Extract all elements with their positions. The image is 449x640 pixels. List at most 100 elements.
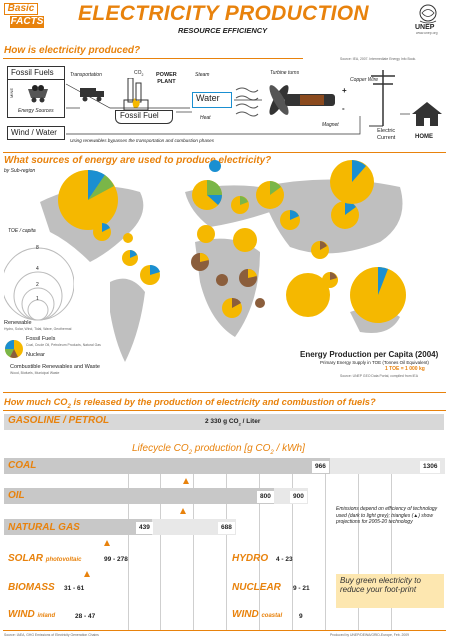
gasoline-value: 2 330 g CO2 / Liter bbox=[205, 418, 261, 427]
legend-pie-icon bbox=[5, 340, 23, 358]
process-arrows bbox=[65, 83, 410, 135]
pie-australia bbox=[350, 267, 406, 323]
gas-min: 439 bbox=[136, 522, 153, 534]
oil-max: 900 bbox=[290, 491, 307, 503]
scale-8: 8 bbox=[36, 245, 39, 251]
biomass-label: BIOMASS bbox=[8, 582, 55, 593]
solar-value: 99 - 278 bbox=[104, 556, 128, 563]
pie-north-america bbox=[58, 169, 118, 230]
legend-nuclear: Nuclear bbox=[26, 352, 45, 358]
turbine-turns-label: Turbine turns bbox=[270, 70, 300, 76]
copper-wire-label: Copper Wire bbox=[350, 77, 379, 83]
scale-1: 1 bbox=[36, 296, 39, 302]
energy-pies bbox=[58, 160, 406, 323]
wind-inland-value: 28 - 47 bbox=[75, 613, 96, 620]
legend-fossil: Fossil Fuels bbox=[26, 336, 56, 342]
pie-central-africa bbox=[216, 274, 228, 286]
pie-southern-africa bbox=[222, 297, 242, 318]
energy-unit: 1 TOE = 1 000 kg bbox=[385, 366, 425, 372]
home-label: HOME bbox=[415, 134, 433, 140]
wind-water-box: Wind / Water bbox=[7, 126, 65, 140]
hydro-label: HYDRO bbox=[232, 553, 269, 564]
gas-max: 688 bbox=[218, 522, 235, 534]
power-plant-label: POWER PLANT bbox=[156, 72, 177, 85]
pie-caribbean bbox=[123, 233, 133, 243]
pie-central-europe bbox=[231, 196, 249, 214]
minus-sign: - bbox=[342, 104, 345, 113]
legend-renewable-sub: Hydro, Solar, Wind, Tidal, Wave, Geother… bbox=[4, 327, 72, 331]
nuclear-value: 9 - 21 bbox=[293, 585, 310, 592]
oil-bar-min bbox=[4, 488, 275, 504]
scale-2: 2 bbox=[36, 282, 39, 288]
efficiency-note: Emissions depend on efficiency of techno… bbox=[336, 506, 438, 525]
coal-label: COAL bbox=[8, 460, 37, 471]
home-icon bbox=[410, 100, 444, 133]
energy-title: Energy Production per Capita (2004) bbox=[300, 350, 439, 359]
natural-gas-bar-min bbox=[4, 519, 153, 535]
fossil-fuel-box: Fossil Fuel bbox=[115, 110, 173, 124]
legend-fossil-sub: Coal, Crude Oil, Petroleum Products, Nat… bbox=[26, 343, 101, 347]
scale-circles bbox=[4, 247, 74, 321]
footer-left: Source: IAEA, GHG Emissions of Electrici… bbox=[4, 633, 99, 637]
pie-west-africa bbox=[191, 252, 209, 271]
coal-cart-icon bbox=[26, 85, 50, 105]
gas-projection-marker bbox=[104, 540, 110, 546]
nuclear-label: NUCLEAR bbox=[232, 582, 281, 593]
pie-western-europe bbox=[192, 180, 222, 210]
coal-projection-marker bbox=[183, 478, 189, 484]
solar-label: SOLAR photovoltaic bbox=[8, 553, 82, 564]
pie-eastern-europe bbox=[256, 181, 284, 209]
power-line-icon bbox=[365, 66, 401, 133]
pie-south-america bbox=[140, 264, 160, 285]
pie-andean bbox=[122, 250, 138, 266]
plus-sign: + bbox=[342, 86, 347, 95]
hydro-value: 4 - 23 bbox=[276, 556, 293, 563]
pie-west-europe-big bbox=[286, 273, 330, 317]
energy-source: Source: UNEP GEO Data Portal, compiled f… bbox=[340, 374, 418, 378]
legend-renewable: Renewable bbox=[4, 320, 32, 326]
gasoline-bar bbox=[4, 414, 444, 430]
legend-combustible-sub: Wood, Biofuels, Municipal Waste bbox=[10, 371, 60, 375]
basic-facts-badge: Basic FACTS bbox=[4, 3, 44, 29]
basic-label: Basic bbox=[4, 3, 38, 15]
scale-4: 4 bbox=[36, 266, 39, 272]
turbine-icon bbox=[265, 80, 355, 125]
natural-gas-label: NATURAL GAS bbox=[8, 522, 80, 533]
truck-icon bbox=[80, 86, 106, 107]
coal-max: 1306 bbox=[420, 461, 441, 473]
unep-logo-icon bbox=[414, 3, 442, 27]
co2-label: CO2 bbox=[134, 70, 144, 77]
unep-url: www.unep.org bbox=[416, 31, 438, 35]
page-title: ELECTRICITY PRODUCTION bbox=[78, 2, 369, 25]
section2-heading: What sources of energy are used to produ… bbox=[4, 155, 272, 166]
steam-waves-icon bbox=[234, 84, 260, 123]
wind-coastal-label: WIND coastal bbox=[232, 609, 283, 620]
steam-label: Steam bbox=[195, 72, 210, 78]
pie-central-asia bbox=[280, 210, 300, 230]
oil-label: OIL bbox=[8, 490, 25, 501]
mine-box: MINE Energy Sources bbox=[7, 80, 65, 118]
pie-western-indian-ocean bbox=[255, 298, 265, 308]
pie-south-asia bbox=[311, 241, 329, 259]
energy-sources-label: Energy Sources bbox=[18, 108, 54, 114]
pie-meso-america bbox=[93, 223, 111, 241]
coal-min: 966 bbox=[312, 461, 329, 473]
renewables-note: Using renewables bypasses the transporta… bbox=[70, 138, 215, 143]
oil-min: 800 bbox=[257, 491, 274, 503]
solar-projection-marker bbox=[84, 571, 90, 577]
page-subtitle: RESOURCE EFFICIENCY bbox=[178, 26, 268, 35]
toe-capita-label: TOE / capita bbox=[8, 228, 36, 234]
pie-north-east-asia bbox=[331, 201, 359, 229]
electric-current-label: Electric Current bbox=[377, 128, 396, 141]
biomass-value: 31 - 61 bbox=[64, 585, 85, 592]
gasoline-label: GASOLINE / PETROL bbox=[8, 415, 110, 426]
coal-bar-range bbox=[330, 458, 445, 474]
energy-sub: Primary Energy Supply in TOE (Tonnes Oil… bbox=[320, 360, 429, 365]
wind-inland-label: WIND inland bbox=[8, 609, 56, 620]
facts-label: FACTS bbox=[10, 16, 44, 28]
coal-bar-min bbox=[4, 458, 331, 474]
pie-northwest-pacific bbox=[330, 160, 374, 204]
slogan-bg bbox=[336, 574, 444, 608]
slogan: Buy green electricity to reduce your foo… bbox=[340, 576, 421, 594]
pie-west-asia bbox=[233, 228, 257, 252]
